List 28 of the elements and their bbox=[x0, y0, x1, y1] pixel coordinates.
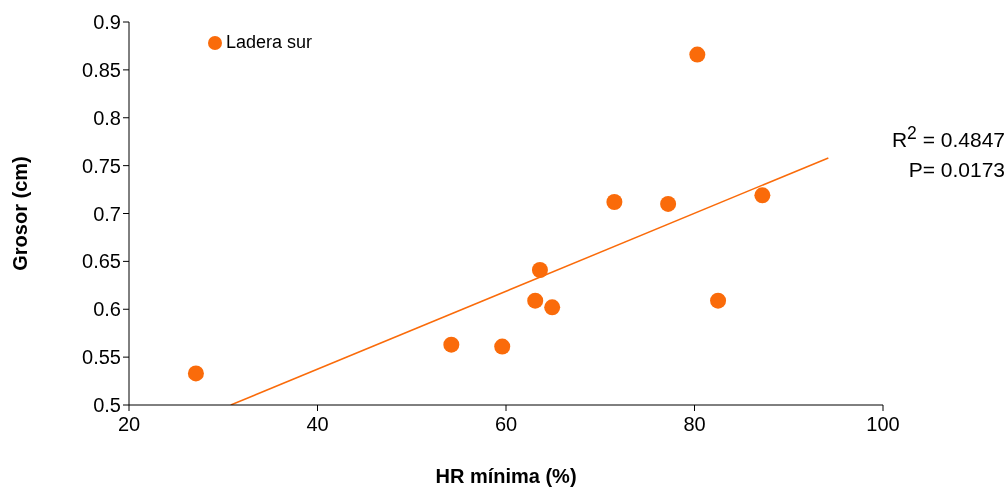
y-tick-label: 0.55 bbox=[82, 346, 121, 369]
y-tick-label: 0.85 bbox=[82, 58, 121, 81]
point bbox=[660, 195, 677, 212]
text: R$^{2}$ = 0.4847 bbox=[890, 122, 1005, 153]
point bbox=[710, 292, 727, 309]
y-tick-label: 0.9 bbox=[93, 11, 121, 34]
x-axis-title: HR mínima (%) bbox=[435, 465, 577, 487]
legend-label: Ladera sur bbox=[226, 32, 313, 52]
y-axis-title: Grosor (cm) bbox=[9, 156, 32, 271]
point bbox=[527, 292, 544, 309]
point bbox=[606, 194, 623, 211]
y-tick-label: 0.7 bbox=[93, 202, 121, 225]
text: P= 0.0173 bbox=[907, 157, 1005, 183]
y-tick-label: 0.75 bbox=[82, 154, 121, 177]
x-tick-label: 100 bbox=[866, 413, 900, 436]
x-tick-label: 40 bbox=[306, 413, 329, 436]
point bbox=[689, 46, 706, 63]
point bbox=[187, 365, 204, 382]
point bbox=[754, 187, 771, 204]
x-tick-label: 60 bbox=[494, 413, 518, 436]
y-tick-label: 0.8 bbox=[93, 106, 121, 129]
y-tick-label: 0.65 bbox=[82, 250, 121, 273]
point bbox=[443, 336, 460, 353]
y-tick-label: 0.6 bbox=[93, 298, 121, 321]
point bbox=[494, 338, 511, 355]
point bbox=[531, 261, 548, 278]
point bbox=[544, 299, 561, 316]
x-tick-label: 80 bbox=[683, 413, 706, 436]
